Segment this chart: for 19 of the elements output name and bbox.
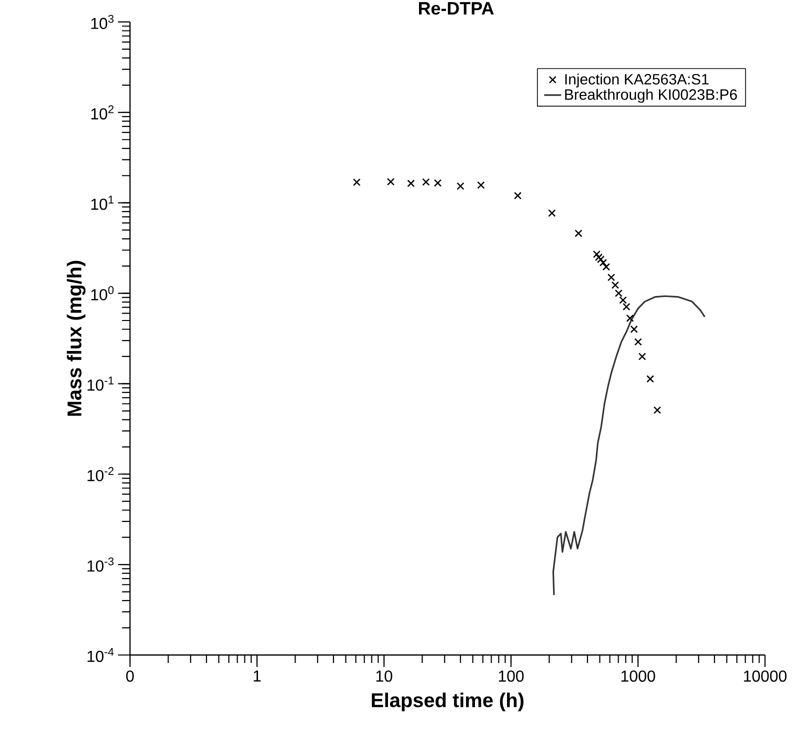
y-tick-label: 10$^{0}$ xyxy=(91,286,114,300)
y-tick-label: 10$^{2}$ xyxy=(91,105,114,120)
y-axis-title: Mass flux (mg/h) xyxy=(66,260,86,416)
legend-label: Injection KA2563A:S1 xyxy=(565,74,709,88)
x-axis-title: Elapsed time (h) xyxy=(372,692,524,712)
y-tick-label: 10$^{3}$ xyxy=(91,14,114,30)
x-tick-label: 0 xyxy=(126,670,134,682)
x-tick-label: 10 xyxy=(376,670,392,682)
x-tick-label: 10000 xyxy=(744,670,787,682)
y-tick-label: 10$^{-3}$ xyxy=(88,557,114,572)
y-tick-label: 10$^{-1}$ xyxy=(88,376,114,391)
x-tick-label: 100 xyxy=(498,670,524,682)
legend-label: Breakthrough KI0023B:P6 xyxy=(565,88,737,103)
chart-title: Re-DTPA xyxy=(419,2,494,15)
x-tick-label: 1 xyxy=(254,670,261,682)
y-tick-label: 10$^{-4}$ xyxy=(88,648,114,662)
x-tick-label: 1000 xyxy=(621,670,656,682)
y-tick-label: 10$^{1}$ xyxy=(91,196,114,210)
y-tick-label: 10$^{-2}$ xyxy=(88,467,114,482)
